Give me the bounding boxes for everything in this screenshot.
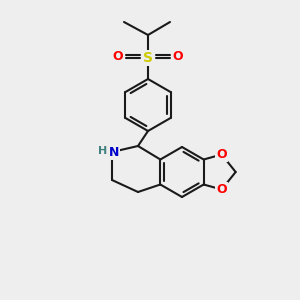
- Text: O: O: [216, 148, 227, 161]
- Text: O: O: [173, 50, 183, 63]
- Text: O: O: [216, 183, 227, 196]
- Text: O: O: [113, 50, 123, 63]
- Text: H: H: [98, 146, 108, 156]
- Text: S: S: [143, 51, 153, 65]
- Text: N: N: [109, 146, 119, 158]
